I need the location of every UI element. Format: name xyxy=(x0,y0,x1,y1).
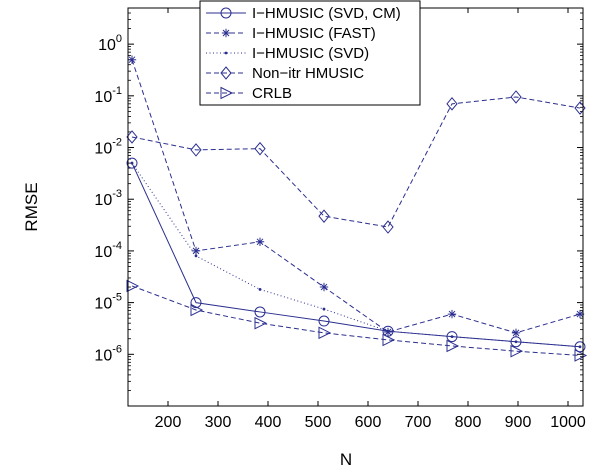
data-point xyxy=(190,143,202,157)
y-tick-label-exponent: -3 xyxy=(112,188,122,200)
data-point xyxy=(510,90,522,104)
y-tick-label-exponent: -6 xyxy=(112,343,122,355)
y-tick-label: 100 xyxy=(98,33,122,54)
data-point xyxy=(254,306,266,318)
data-point xyxy=(255,237,265,247)
y-tick-label-base: 10 xyxy=(94,347,112,364)
data-point xyxy=(318,209,330,223)
series-layer xyxy=(126,55,588,362)
data-point xyxy=(126,130,138,144)
series-0 xyxy=(126,157,586,353)
legend-label: I−HMUSIC (SVD, CM) xyxy=(252,5,401,22)
data-point xyxy=(318,315,330,327)
data-point xyxy=(450,335,454,339)
x-tick-label: 600 xyxy=(355,414,382,431)
x-tick-label: 700 xyxy=(405,414,432,431)
data-point xyxy=(574,341,586,353)
data-point xyxy=(191,246,201,256)
data-point xyxy=(510,344,524,358)
legend-swatch-marker xyxy=(220,7,232,19)
data-point xyxy=(322,307,326,311)
x-tick-label: 900 xyxy=(505,414,532,431)
y-tick-label: 10-3 xyxy=(94,188,122,209)
data-point xyxy=(190,303,204,317)
y-tick-label: 10-6 xyxy=(94,343,122,364)
data-point xyxy=(578,345,582,349)
series-4 xyxy=(126,279,588,362)
data-point xyxy=(382,333,396,347)
series-line xyxy=(131,96,581,228)
y-tick-label-base: 10 xyxy=(94,296,112,313)
legend: I−HMUSIC (SVD, CM) I−HMUSIC (FAST) I−HMUSI… xyxy=(199,0,421,106)
y-tick-label-base: 10 xyxy=(94,141,112,158)
data-point xyxy=(194,254,198,258)
data-point xyxy=(446,339,460,353)
y-tick-label-base: 10 xyxy=(94,244,112,261)
data-point xyxy=(318,326,332,340)
y-tick-label-base: 10 xyxy=(94,89,112,106)
data-point xyxy=(126,279,140,293)
y-tick-label: 10-1 xyxy=(94,85,122,106)
legend-swatch-marker xyxy=(220,66,232,80)
x-axis-title: N xyxy=(340,450,352,469)
data-point xyxy=(126,157,138,169)
series-line xyxy=(131,59,581,334)
y-tick-label-base: 10 xyxy=(94,192,112,209)
data-point xyxy=(514,340,518,344)
y-tick-label-exponent: -5 xyxy=(112,292,122,304)
y-tick-label: 10-5 xyxy=(94,292,122,313)
legend-box xyxy=(199,0,421,106)
y-tick-label: 10-4 xyxy=(94,240,122,261)
series-line xyxy=(131,162,581,348)
data-point xyxy=(382,220,394,234)
y-tick-label-exponent: -2 xyxy=(112,137,122,149)
data-point xyxy=(319,282,329,292)
legend-swatch-marker xyxy=(221,28,231,38)
y-tick-label-exponent: -4 xyxy=(112,240,122,252)
data-point xyxy=(574,349,588,362)
data-point xyxy=(386,329,390,333)
data-point xyxy=(254,316,268,330)
series-3 xyxy=(126,90,586,234)
y-tick-label-exponent: 0 xyxy=(116,33,122,45)
data-point xyxy=(127,55,137,64)
legend-label: Non−itr HMUSIC xyxy=(252,65,364,82)
ticks-layer: 200 300 400 500 600 700 800 900 100010-610-510-4… xyxy=(94,7,586,431)
data-point xyxy=(190,297,202,309)
y-axis-title: RMSE xyxy=(22,182,41,231)
legend-label: I−HMUSIC (FAST) xyxy=(252,25,376,42)
x-tick-label: 200 xyxy=(155,414,182,431)
x-tick-label: 1000 xyxy=(550,414,586,431)
data-point xyxy=(254,141,266,156)
x-tick-label: 400 xyxy=(255,414,282,431)
data-point xyxy=(446,97,458,111)
series-2 xyxy=(130,161,582,349)
data-point xyxy=(130,161,134,165)
y-tick-label-exponent: -1 xyxy=(112,85,122,97)
y-tick-label-base: 10 xyxy=(98,37,116,54)
data-point xyxy=(258,288,262,291)
legend-swatch-marker xyxy=(224,51,228,55)
x-tick-label: 500 xyxy=(305,414,332,431)
legend-label: CRLB xyxy=(252,85,292,102)
x-tick-label: 800 xyxy=(455,414,482,431)
x-tick-label: 300 xyxy=(205,414,232,431)
data-point xyxy=(575,309,585,319)
series-line xyxy=(131,285,581,356)
legend-swatch-marker xyxy=(220,86,234,100)
y-tick-label: 10-2 xyxy=(94,137,122,158)
legend-label: I−HMUSIC (SVD) xyxy=(252,45,369,62)
data-point xyxy=(447,309,457,319)
data-point xyxy=(511,328,521,338)
